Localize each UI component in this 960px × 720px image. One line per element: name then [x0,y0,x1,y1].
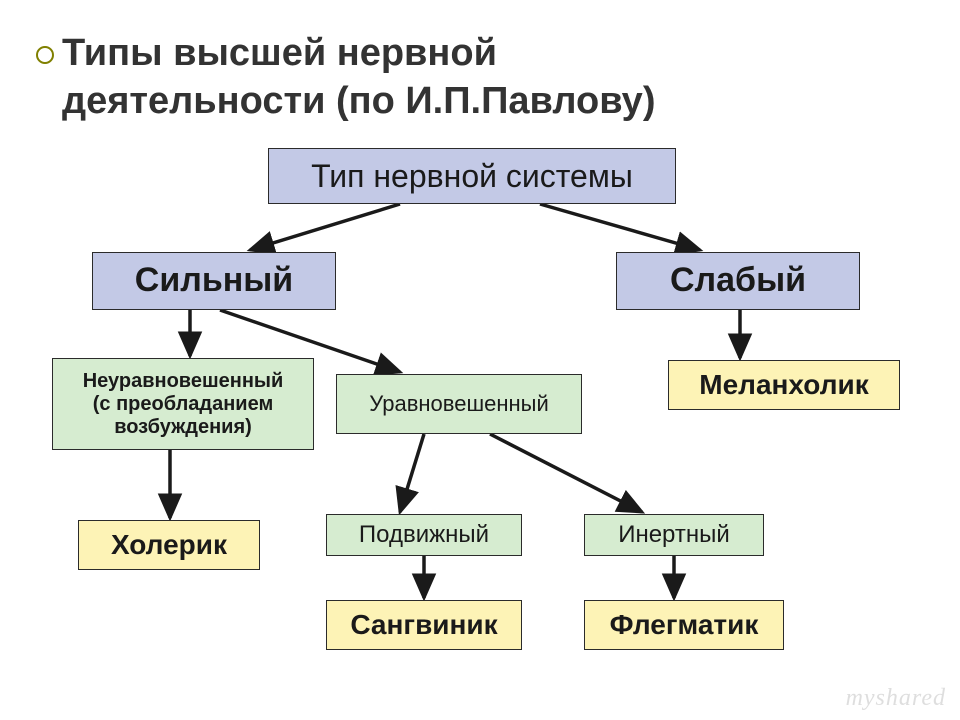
node-phlegmatic: Флегматик [584,600,784,650]
node-unbalanced: Неуравновешенный (с преобладанием возбуж… [52,358,314,450]
node-root-label: Тип нервной системы [311,158,633,195]
watermark: myshared [846,685,946,712]
node-balanced-label: Уравновешенный [369,391,549,416]
node-choleric: Холерик [78,520,260,570]
node-unbalanced-label: Неуравновешенный (с преобладанием возбуж… [83,370,284,439]
node-melancholic-label: Меланхолик [699,369,868,401]
node-melancholic: Меланхолик [668,360,900,410]
node-root: Тип нервной системы [268,148,676,204]
page-title: Типы высшей нервной деятельности (по И.П… [62,30,655,125]
node-mobile-label: Подвижный [359,521,489,549]
node-phlegmatic-label: Флегматик [610,609,759,641]
node-sanguine-label: Сангвиник [350,609,497,641]
node-sanguine: Сангвиник [326,600,522,650]
node-mobile: Подвижный [326,514,522,556]
node-strong-label: Сильный [135,261,293,300]
node-choleric-label: Холерик [111,529,227,561]
node-strong: Сильный [92,252,336,310]
node-balanced: Уравновешенный [336,374,582,434]
title-bullet-icon [36,46,54,64]
node-weak: Слабый [616,252,860,310]
node-inert-label: Инертный [618,521,730,549]
node-weak-label: Слабый [670,261,806,300]
node-inert: Инертный [584,514,764,556]
